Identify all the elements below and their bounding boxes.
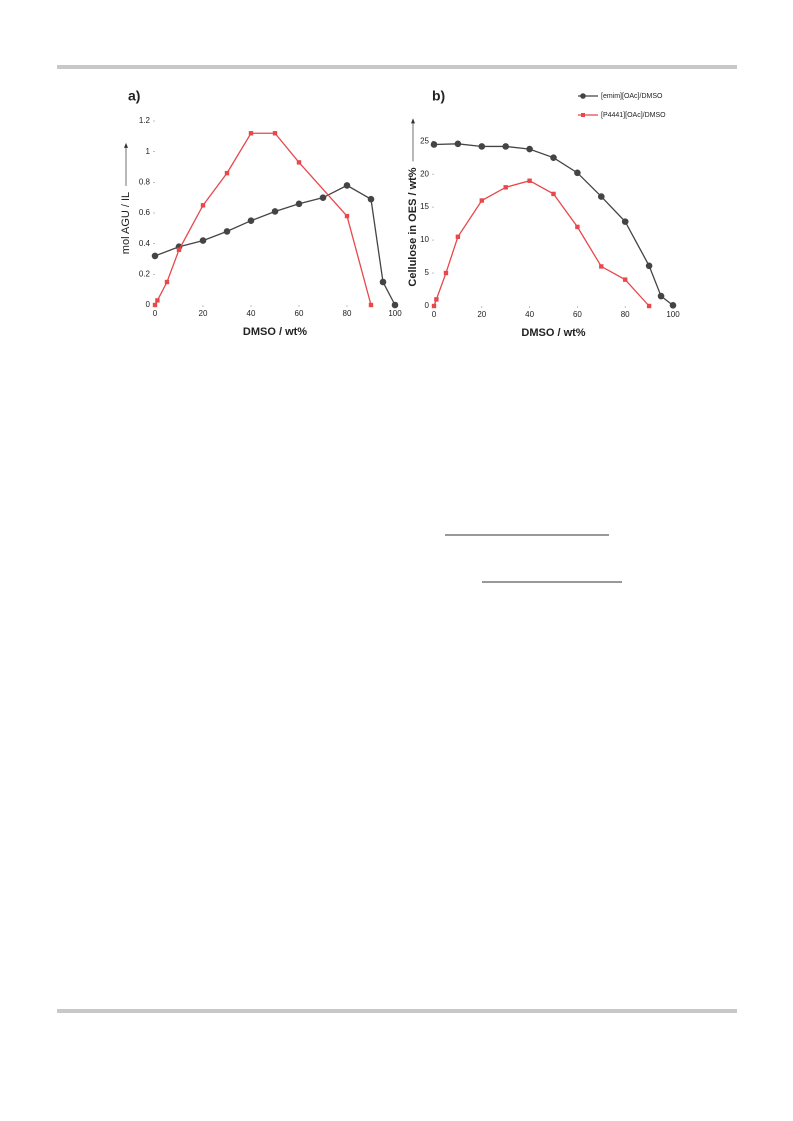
marker xyxy=(478,143,486,150)
legend-marker xyxy=(581,113,585,117)
y-tick-label: 20 xyxy=(420,169,429,178)
y-tick-label: 0 xyxy=(425,301,430,310)
marker xyxy=(271,208,279,215)
marker xyxy=(526,145,533,153)
marker xyxy=(598,193,605,200)
marker xyxy=(343,182,351,189)
panel-label: b) xyxy=(432,88,445,104)
marker xyxy=(551,191,556,197)
y-tick-label: 25 xyxy=(420,136,429,145)
marker xyxy=(430,141,438,148)
marker xyxy=(199,237,207,244)
y-tick-label: 0.4 xyxy=(139,239,151,248)
marker xyxy=(669,302,677,309)
marker xyxy=(200,203,206,208)
marker xyxy=(367,195,375,203)
x-tick-label: 20 xyxy=(199,309,208,318)
x-axis-label: DMSO / wt% xyxy=(521,327,585,339)
marker xyxy=(550,154,557,161)
marker xyxy=(379,278,387,286)
x-tick-label: 40 xyxy=(525,310,534,319)
marker xyxy=(155,298,160,303)
marker xyxy=(295,200,303,208)
x-tick-label: 80 xyxy=(621,310,630,319)
marker xyxy=(527,178,532,183)
y-axis-label: Cellulose in OES / wt% xyxy=(407,167,419,286)
marker xyxy=(443,270,449,276)
marker xyxy=(574,169,581,177)
marker xyxy=(344,213,350,219)
y-tick-label: 15 xyxy=(420,202,429,211)
marker xyxy=(296,160,302,165)
header-rule xyxy=(57,65,737,69)
marker xyxy=(645,262,653,270)
footer-rule xyxy=(57,1009,737,1013)
marker xyxy=(502,143,510,150)
marker xyxy=(657,292,665,300)
marker xyxy=(152,302,158,308)
y-tick-label: 1.2 xyxy=(139,116,151,125)
y-axis-arrowhead xyxy=(411,118,415,124)
marker xyxy=(454,140,462,148)
marker xyxy=(479,198,484,203)
marker xyxy=(368,302,374,308)
series-line xyxy=(154,132,372,306)
y-tick-label: 0.8 xyxy=(139,177,151,186)
marker xyxy=(272,131,278,136)
x-tick-label: 100 xyxy=(666,310,680,319)
marker xyxy=(176,247,182,252)
marker xyxy=(319,194,327,201)
marker xyxy=(248,131,254,136)
x-tick-label: 60 xyxy=(573,310,582,319)
marker xyxy=(431,303,437,309)
marker xyxy=(224,170,230,176)
marker xyxy=(391,301,399,309)
y-tick-label: 0.2 xyxy=(139,269,151,278)
legend-label: [P4441][OAc]/DMSO xyxy=(601,112,666,119)
y-tick-label: 10 xyxy=(420,235,429,244)
y-tick-label: 1 xyxy=(146,147,151,156)
x-tick-label: 40 xyxy=(247,309,256,318)
y-tick-label: 0 xyxy=(146,300,151,309)
x-tick-label: 100 xyxy=(388,309,402,318)
y-tick-label: 0.6 xyxy=(139,208,151,217)
y-axis-label: mol AGU / IL xyxy=(120,192,132,254)
marker xyxy=(164,279,170,285)
marker xyxy=(434,297,439,302)
marker xyxy=(223,228,231,235)
marker xyxy=(151,252,159,260)
x-tick-label: 80 xyxy=(343,309,352,318)
x-tick-label: 20 xyxy=(477,310,486,319)
x-axis-label: DMSO / wt% xyxy=(243,326,307,338)
marker xyxy=(503,185,508,190)
legend-label: [emim][OAc]/DMSO xyxy=(601,93,663,100)
series-line xyxy=(433,180,650,307)
marker xyxy=(623,277,628,282)
marker xyxy=(599,264,604,269)
y-tick-label: 5 xyxy=(425,268,430,277)
marker xyxy=(621,218,629,225)
x-tick-label: 60 xyxy=(295,309,304,318)
marker xyxy=(646,303,652,309)
legend-marker xyxy=(580,93,586,99)
y-axis-arrowhead xyxy=(124,142,128,148)
marker xyxy=(247,217,255,224)
x-tick-label: 0 xyxy=(153,309,158,318)
marker xyxy=(575,224,580,230)
series-line xyxy=(154,184,396,306)
x-tick-label: 0 xyxy=(432,310,437,319)
panel-label: a) xyxy=(128,88,140,104)
marker xyxy=(455,234,461,239)
series-line xyxy=(433,143,674,306)
